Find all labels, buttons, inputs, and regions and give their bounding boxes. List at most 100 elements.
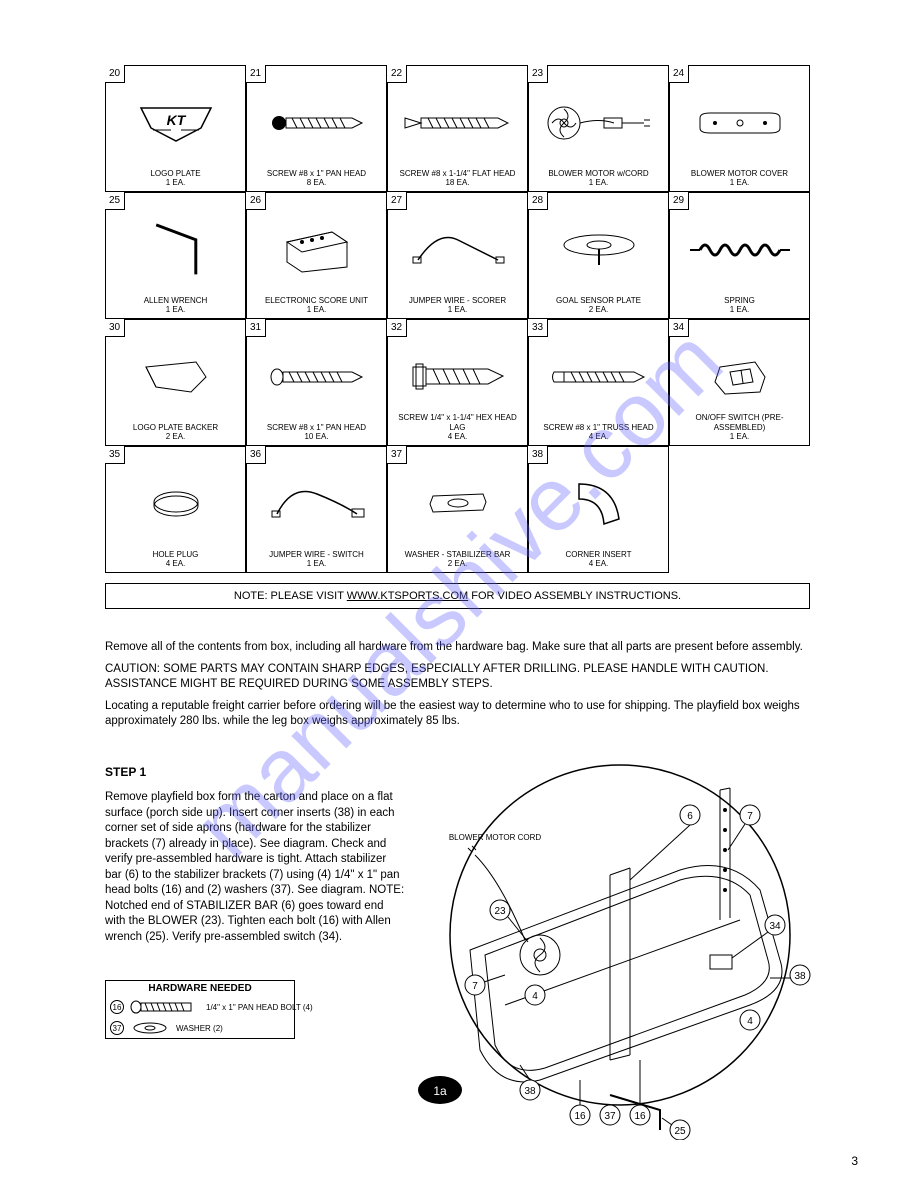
part-tag: 34 bbox=[669, 319, 689, 337]
note-bar: NOTE: PLEASE VISIT WWW.KTSPORTS.COM FOR … bbox=[105, 583, 810, 609]
part-cell-31: 31 SCREW #8 x 1" PAN HEAD10 EA. bbox=[246, 319, 387, 446]
part-cell-22: 22 SCREW #8 x 1-1/4" FLAT HEAD18 EA. bbox=[387, 65, 528, 192]
part-cell-27: 27 JUMPER WIRE - SCORER1 EA. bbox=[387, 192, 528, 319]
intro-p2: CAUTION: SOME PARTS MAY CONTAIN SHARP ED… bbox=[105, 662, 810, 693]
part-label: LOGO PLATE BACKER2 EA. bbox=[110, 423, 241, 441]
part-tag: 38 bbox=[528, 446, 548, 464]
part-label: SCREW #8 x 1" PAN HEAD10 EA. bbox=[251, 423, 382, 441]
logo-plate-icon: KT bbox=[106, 84, 245, 161]
svg-text:6: 6 bbox=[687, 811, 693, 822]
hardware-id: 37 bbox=[110, 1021, 124, 1035]
part-tag: 35 bbox=[105, 446, 125, 464]
part-tag: 37 bbox=[387, 446, 407, 464]
spring-icon bbox=[670, 211, 809, 288]
part-label: BLOWER MOTOR COVER1 EA. bbox=[674, 169, 805, 187]
svg-text:37: 37 bbox=[604, 1111, 616, 1122]
part-label: CORNER INSERT4 EA. bbox=[533, 550, 664, 568]
part-label: SCREW #8 x 1-1/4" FLAT HEAD18 EA. bbox=[392, 169, 523, 187]
hardware-row-1: 16 1/4" x 1" PAN HEAD BOLT (4) bbox=[106, 996, 294, 1018]
hardware-box: HARDWARE NEEDED 16 1/4" x 1" PAN HEAD BO… bbox=[105, 980, 295, 1039]
part-tag: 24 bbox=[669, 65, 689, 83]
part-label: GOAL SENSOR PLATE2 EA. bbox=[533, 296, 664, 314]
part-tag: 23 bbox=[528, 65, 548, 83]
hardware-row-2: 37 WASHER (2) bbox=[106, 1018, 294, 1038]
part-cell-25: 25 ALLEN WRENCH1 EA. bbox=[105, 192, 246, 319]
scorer-icon bbox=[247, 211, 386, 288]
part-label: SCREW #8 x 1" PAN HEAD8 EA. bbox=[251, 169, 382, 187]
svg-text:KT: KT bbox=[166, 112, 186, 128]
part-label: WASHER - STABILIZER BAR2 EA. bbox=[392, 550, 523, 568]
hardware-id: 16 bbox=[110, 1000, 124, 1014]
part-label: HOLE PLUG4 EA. bbox=[110, 550, 241, 568]
allen-wrench-icon bbox=[106, 211, 245, 288]
part-tag: 31 bbox=[246, 319, 266, 337]
screw-icon bbox=[247, 338, 386, 415]
page-number: 3 bbox=[851, 1154, 858, 1168]
part-tag: 30 bbox=[105, 319, 125, 337]
intro-p1: Remove all of the contents from box, inc… bbox=[105, 640, 810, 656]
hardware-label: 1/4" x 1" PAN HEAD BOLT (4) bbox=[206, 1003, 313, 1012]
part-label: SCREW #8 x 1" TRUSS HEAD4 EA. bbox=[533, 423, 664, 441]
part-label: ON/OFF SWITCH (PRE-ASSEMBLED)1 EA. bbox=[674, 413, 805, 441]
part-label: LOGO PLATE1 EA. bbox=[110, 169, 241, 187]
part-cell-29: 29 SPRING1 EA. bbox=[669, 192, 810, 319]
step-heading: STEP 1 bbox=[105, 765, 146, 779]
part-label: SPRING1 EA. bbox=[674, 296, 805, 314]
part-tag: 25 bbox=[105, 192, 125, 210]
svg-text:16: 16 bbox=[574, 1111, 586, 1122]
part-cell-35: 35 HOLE PLUG4 EA. bbox=[105, 446, 246, 573]
part-tag: 26 bbox=[246, 192, 266, 210]
step-body: Remove playfield box form the carton and… bbox=[105, 790, 405, 945]
svg-text:16: 16 bbox=[634, 1111, 646, 1122]
note-suffix: FOR VIDEO ASSEMBLY INSTRUCTIONS. bbox=[468, 590, 681, 602]
part-tag: 28 bbox=[528, 192, 548, 210]
svg-text:25: 25 bbox=[674, 1126, 686, 1137]
wire-icon bbox=[247, 465, 386, 542]
part-cell-20: 20 KT LOGO PLATE1 EA. bbox=[105, 65, 246, 192]
svg-text:7: 7 bbox=[747, 811, 753, 822]
backer-icon bbox=[106, 338, 245, 415]
part-tag: 21 bbox=[246, 65, 266, 83]
part-tag: 33 bbox=[528, 319, 548, 337]
part-tag: 20 bbox=[105, 65, 125, 83]
bolt-icon bbox=[130, 999, 200, 1015]
svg-text:7: 7 bbox=[472, 981, 478, 992]
screw-icon bbox=[529, 338, 668, 415]
part-cell-32: 32 SCREW 1/4" x 1-1/4" HEX HEAD LAG4 EA. bbox=[387, 319, 528, 446]
screw-icon bbox=[247, 84, 386, 161]
intro-p3: Locating a reputable freight carrier bef… bbox=[105, 699, 810, 730]
part-cell-36: 36 JUMPER WIRE - SWITCH1 EA. bbox=[246, 446, 387, 573]
intro-text: Remove all of the contents from box, inc… bbox=[105, 640, 810, 736]
part-label: ELECTRONIC SCORE UNIT1 EA. bbox=[251, 296, 382, 314]
part-tag: 27 bbox=[387, 192, 407, 210]
hardware-label: WASHER (2) bbox=[176, 1024, 223, 1033]
part-cell-33: 33 SCREW #8 x 1" TRUSS HEAD4 EA. bbox=[528, 319, 669, 446]
part-cell-28: 28 GOAL SENSOR PLATE2 EA. bbox=[528, 192, 669, 319]
part-label: SCREW 1/4" x 1-1/4" HEX HEAD LAG4 EA. bbox=[392, 413, 523, 441]
note-link: WWW.KTSPORTS.COM bbox=[347, 590, 468, 602]
screw-icon bbox=[388, 84, 527, 161]
svg-text:4: 4 bbox=[532, 991, 538, 1002]
corner-insert-icon bbox=[529, 465, 668, 542]
hardware-title: HARDWARE NEEDED bbox=[106, 981, 294, 996]
svg-text:34: 34 bbox=[769, 921, 781, 932]
washer-icon bbox=[130, 1021, 170, 1035]
svg-text:BLOWER MOTOR CORD: BLOWER MOTOR CORD bbox=[449, 833, 542, 842]
blower-icon bbox=[529, 84, 668, 161]
part-cell-23: 23 BLOWER MOTOR w/CORD1 EA. bbox=[528, 65, 669, 192]
screw-icon bbox=[388, 338, 527, 415]
svg-text:38: 38 bbox=[524, 1086, 536, 1097]
svg-text:23: 23 bbox=[494, 906, 506, 917]
part-label: JUMPER WIRE - SWITCH1 EA. bbox=[251, 550, 382, 568]
note-prefix: NOTE: PLEASE VISIT bbox=[234, 590, 347, 602]
parts-grid: 20 KT LOGO PLATE1 EA. 21 SCREW #8 x 1" P… bbox=[105, 65, 810, 573]
svg-text:1a: 1a bbox=[433, 1084, 447, 1098]
part-cell-34: 34 ON/OFF SWITCH (PRE-ASSEMBLED)1 EA. bbox=[669, 319, 810, 446]
part-tag: 29 bbox=[669, 192, 689, 210]
part-tag: 32 bbox=[387, 319, 407, 337]
plug-icon bbox=[106, 465, 245, 542]
part-cell-24: 24 BLOWER MOTOR COVER1 EA. bbox=[669, 65, 810, 192]
sensor-plate-icon bbox=[529, 211, 668, 288]
part-cell-37: 37 WASHER - STABILIZER BAR2 EA. bbox=[387, 446, 528, 573]
part-tag: 36 bbox=[246, 446, 266, 464]
